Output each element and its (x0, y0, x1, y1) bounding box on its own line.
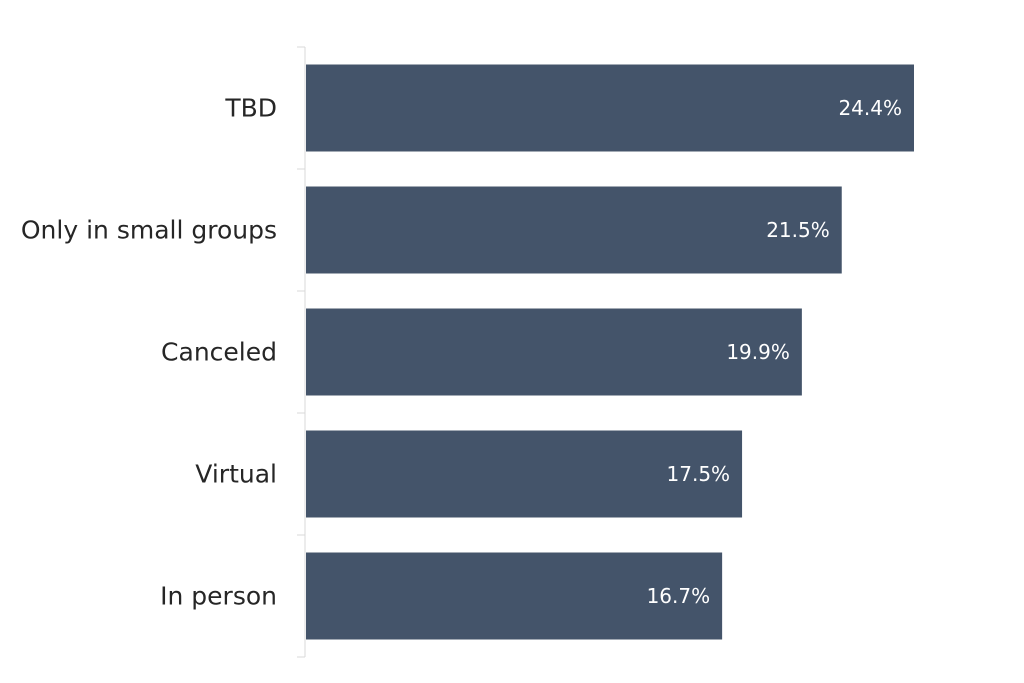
bars-layer (306, 64, 914, 640)
labels-layer: TBD 24.4% Only in small groups 21.5% Cancele… (21, 94, 902, 611)
bar-only-in-small-groups (306, 186, 842, 274)
data-label: 24.4% (838, 96, 902, 120)
bar-canceled (306, 308, 802, 396)
category-label: TBD (224, 94, 277, 123)
data-label: 16.7% (647, 584, 711, 608)
category-label: Only in small groups (21, 216, 277, 245)
bar-tbd (306, 64, 914, 152)
bar-virtual (306, 430, 743, 518)
category-label: Virtual (195, 460, 277, 489)
category-label: Canceled (161, 338, 277, 367)
data-label: 21.5% (766, 218, 830, 242)
category-label: In person (160, 582, 277, 611)
data-label: 17.5% (667, 462, 731, 486)
data-label: 19.9% (726, 340, 790, 364)
bar-in-person (306, 552, 723, 640)
axis-layer (297, 46, 306, 658)
